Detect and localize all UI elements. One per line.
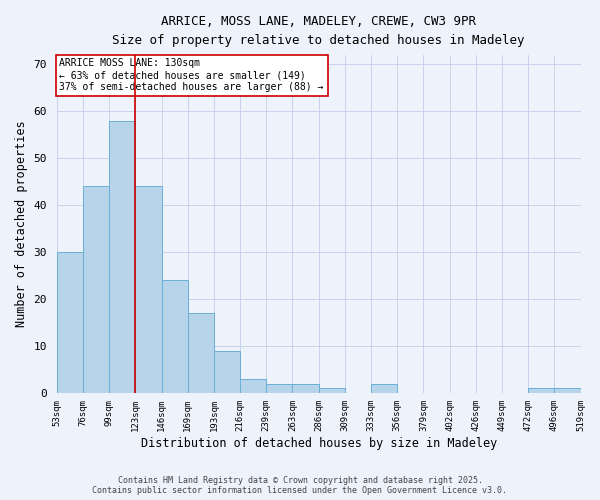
Bar <box>161 280 188 393</box>
Bar <box>292 384 319 393</box>
Bar <box>319 388 345 393</box>
Bar <box>554 388 581 393</box>
Bar <box>109 121 136 393</box>
Text: Contains HM Land Registry data © Crown copyright and database right 2025.
Contai: Contains HM Land Registry data © Crown c… <box>92 476 508 495</box>
Bar <box>214 350 240 393</box>
Bar <box>136 186 161 393</box>
Bar <box>57 252 83 393</box>
Y-axis label: Number of detached properties: Number of detached properties <box>15 120 28 328</box>
Bar <box>528 388 554 393</box>
Title: ARRICE, MOSS LANE, MADELEY, CREWE, CW3 9PR
Size of property relative to detached: ARRICE, MOSS LANE, MADELEY, CREWE, CW3 9… <box>112 15 525 47</box>
Bar <box>83 186 109 393</box>
X-axis label: Distribution of detached houses by size in Madeley: Distribution of detached houses by size … <box>140 437 497 450</box>
Text: ARRICE MOSS LANE: 130sqm
← 63% of detached houses are smaller (149)
37% of semi-: ARRICE MOSS LANE: 130sqm ← 63% of detach… <box>59 58 324 92</box>
Bar <box>371 384 397 393</box>
Bar <box>240 379 266 393</box>
Bar <box>188 313 214 393</box>
Bar <box>266 384 292 393</box>
